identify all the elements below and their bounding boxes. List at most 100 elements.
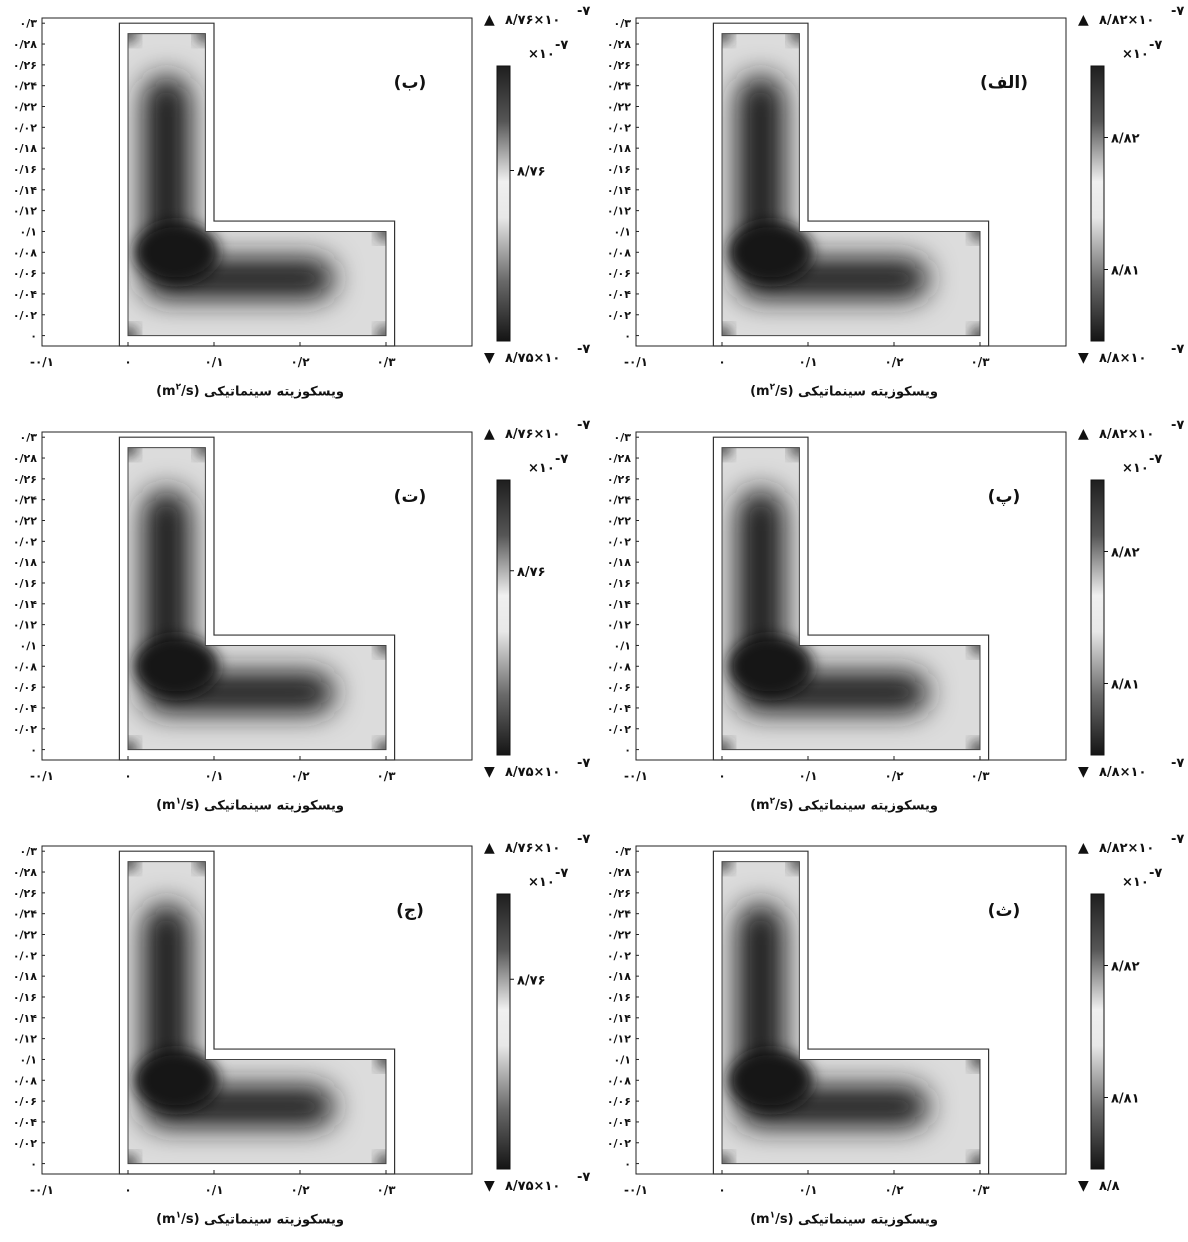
y-tick-label: ۰/۱۸	[13, 142, 37, 155]
y-tick-label: ۰/۱۲	[607, 619, 631, 632]
y-tick-label: ۰/۰۸	[13, 246, 37, 259]
y-tick-label: ۰/۰۲	[13, 309, 37, 322]
x-tick-label: ۰	[124, 1183, 131, 1197]
colorbar-max-label: ۸/۸۲×۱۰	[1099, 841, 1154, 856]
y-tick-label: ۰/۰۲	[13, 723, 37, 736]
svg-text:-۷: -۷	[1171, 342, 1184, 357]
svg-text:-۷: -۷	[577, 1170, 590, 1185]
y-tick-label: ۰/۰۴	[13, 702, 37, 715]
y-tick-label: ۰	[624, 330, 631, 343]
x-tick-label: ۰	[124, 355, 131, 369]
svg-text:-۷: -۷	[1149, 866, 1162, 881]
colorbar-multiplier: ×۱۰	[1122, 461, 1149, 476]
colorbar-tick-label: ۸/۸۲	[1111, 960, 1140, 975]
colorbar	[1090, 893, 1105, 1170]
y-tick-label: ۰/۰۲	[607, 723, 631, 736]
x-tick-label: -۰/۱	[624, 1183, 648, 1197]
y-tick-label: ۰/۰۶	[607, 681, 631, 694]
y-tick-label: ۰/۰۴	[607, 288, 631, 301]
y-tick-label: ۰/۲۲	[607, 515, 631, 528]
y-tick-label: ۰/۲۸	[13, 38, 37, 51]
y-tick-label: ۰/۲۶	[13, 59, 37, 72]
viscosity-field	[128, 861, 386, 1164]
colorbar-multiplier: ×۱۰	[528, 47, 555, 62]
y-tick-label: ۰/۳	[20, 17, 38, 30]
y-tick-label: ۰/۱	[614, 225, 631, 238]
min-arrow-icon: ▼	[1078, 350, 1089, 366]
y-tick-label: ۰/۳	[614, 17, 632, 30]
y-tick-label: ۰/۳	[20, 431, 38, 444]
x-tick-label: ۰/۱	[204, 1183, 223, 1197]
y-tick-label: ۰/۱۲	[13, 1033, 37, 1046]
y-tick-label: ۰/۰۸	[13, 1074, 37, 1087]
x-tick-label: ۰/۱	[798, 1183, 817, 1197]
y-tick-label: ۰/۳	[614, 845, 632, 858]
y-tick-label: ۰/۰۴	[13, 1116, 37, 1129]
colorbar-tick-label: ۸/۸۲	[1111, 546, 1140, 561]
y-tick-label: ۰/۲۴	[607, 80, 631, 93]
y-tick-label: ۰/۰۸	[13, 660, 37, 673]
svg-text:-۷: -۷	[577, 4, 590, 19]
colorbar-tick-label: ۸/۷۶	[517, 973, 546, 988]
x-tick-label: ۰/۳	[376, 769, 396, 783]
svg-text:-۷: -۷	[1171, 832, 1184, 847]
x-tick-label: -۰/۱	[624, 769, 648, 783]
x-tick-label: ۰/۲	[884, 769, 904, 783]
colorbar-tick-label: ۸/۸۱	[1111, 1092, 1140, 1107]
x-axis-label: ویسکوزیته سینماتیکی (m۲/s)	[750, 383, 938, 400]
max-arrow-icon: ▲	[1078, 426, 1089, 442]
colorbar-min-label: ۸/۷۵×۱۰	[505, 1179, 560, 1194]
y-tick-label: ۰/۲۶	[607, 59, 631, 72]
y-tick-label: ۰/۱	[614, 639, 631, 652]
y-tick-label: ۰/۲۴	[607, 908, 631, 921]
y-tick-label: ۰/۰۲	[13, 535, 37, 548]
y-tick-label: ۰/۱۶	[13, 991, 37, 1004]
y-tick-label: ۰/۱۶	[607, 163, 631, 176]
y-tick-label: ۰/۲۲	[13, 101, 37, 114]
colorbar-tick-label: ۸/۸۲	[1111, 132, 1140, 147]
heatmap-plot: ۰/۳ ۰/۲۸ ۰/۲۶ ۰/۲۴ ۰/۲۲ ۰/۰۲ ۰/۱۸ ۰/۱۶ ۰/۱۴ ۰/۱۲ ۰…	[13, 4, 591, 369]
x-tick-label: ۰/۳	[970, 769, 990, 783]
panel-pe: ۰/۳ ۰/۲۸ ۰/۲۶ ۰/۲۴ ۰/۲۲ ۰/۰۲ ۰/۱۸ ۰/۱۶ ۰/۱۴ ۰/۱۲ ۰…	[594, 414, 1188, 828]
colorbar-max-label: ۸/۸۲×۱۰	[1099, 427, 1154, 442]
y-tick-label: ۰/۲۸	[13, 866, 37, 879]
colorbar	[496, 479, 511, 756]
colorbar-min-label: ۸/۸×۱۰	[1099, 765, 1146, 780]
y-tick-label: ۰/۲۲	[607, 929, 631, 942]
y-tick-label: ۰/۱۴	[607, 184, 631, 197]
x-tick-label: ۰/۱	[798, 769, 817, 783]
y-tick-label: ۰/۲۲	[607, 101, 631, 114]
svg-text:-۷: -۷	[1171, 756, 1184, 771]
viscosity-field	[722, 447, 980, 750]
y-tick-label: ۰/۲۶	[13, 473, 37, 486]
y-tick-label: ۰/۱۸	[607, 556, 631, 569]
x-tick-label: ۰/۳	[970, 1183, 990, 1197]
y-tick-label: ۰/۰۴	[607, 1116, 631, 1129]
x-tick-label: -۰/۱	[30, 769, 54, 783]
y-tick-label: ۰/۱	[20, 1053, 37, 1066]
y-tick-label: ۰/۰۸	[607, 246, 631, 259]
y-tick-label: ۰/۱۴	[13, 1012, 37, 1025]
min-arrow-icon: ▼	[484, 350, 495, 366]
x-tick-label: ۰/۲	[290, 355, 310, 369]
x-tick-label: ۰/۲	[290, 1183, 310, 1197]
y-tick-label: ۰/۲۸	[607, 866, 631, 879]
colorbar	[496, 893, 511, 1170]
colorbar	[1090, 479, 1105, 756]
x-axis-label: ویسکوزیته سینماتیکی (m۲/s)	[750, 797, 938, 814]
y-tick-label: ۰/۱۶	[13, 163, 37, 176]
y-tick-label: ۰/۲۴	[13, 80, 37, 93]
panel-te: ۰/۳ ۰/۲۸ ۰/۲۶ ۰/۲۴ ۰/۲۲ ۰/۰۲ ۰/۱۸ ۰/۱۶ ۰/۱۴ ۰/۱۲ ۰…	[0, 414, 594, 828]
y-tick-label: ۰/۱۲	[13, 619, 37, 632]
y-tick-label: ۰/۲۴	[13, 494, 37, 507]
colorbar	[496, 65, 511, 342]
viscosity-field	[722, 33, 980, 336]
x-axis-label: ویسکوزیته سینماتیکی (m۱/s)	[750, 1211, 938, 1228]
y-tick-label: ۰/۱۲	[13, 205, 37, 218]
colorbar-max-label: ۸/۷۶×۱۰	[505, 13, 560, 28]
max-arrow-icon: ▲	[1078, 12, 1089, 28]
x-tick-label: -۰/۱	[30, 1183, 54, 1197]
x-tick-label: ۰	[124, 769, 131, 783]
panel-label: (الف)	[980, 73, 1028, 93]
colorbar	[1090, 65, 1105, 342]
